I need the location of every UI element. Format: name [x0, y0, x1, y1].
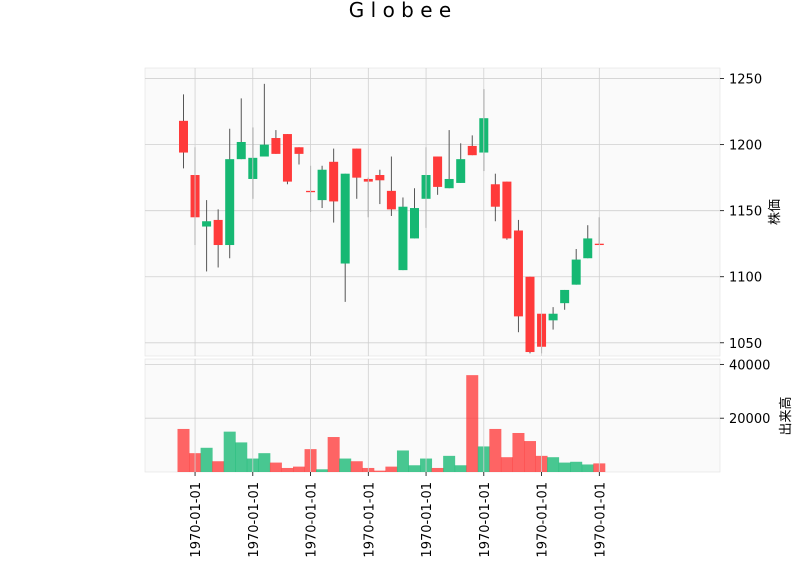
- candle-body: [213, 219, 223, 246]
- volume-bar: [339, 458, 352, 472]
- candle-body: [294, 147, 304, 154]
- candle-body: [317, 169, 327, 201]
- price-y-tick-label: 1250: [729, 73, 762, 88]
- volume-y-tick-label: 20000: [729, 412, 770, 427]
- volume-bar: [512, 432, 525, 472]
- price-y-tick-label: 1200: [729, 139, 762, 154]
- candle-body: [340, 173, 350, 264]
- candle-body: [513, 230, 523, 317]
- price-y-tick-label: 1100: [729, 271, 762, 286]
- candle-body: [375, 175, 385, 181]
- candle-body: [179, 120, 188, 153]
- price-y-tick-label: 1150: [729, 205, 762, 220]
- volume-bar: [443, 455, 456, 472]
- x-tick-label: 1970-01-01: [305, 482, 320, 558]
- price-y-tick-label: 1050: [729, 337, 762, 352]
- volume-bar: [258, 453, 271, 472]
- volume-bar: [408, 465, 421, 472]
- candle-body: [444, 178, 454, 189]
- volume-bar: [396, 450, 409, 472]
- volume-bar: [327, 437, 340, 472]
- candle-body: [490, 184, 500, 207]
- volume-bar: [489, 428, 502, 472]
- candle-body: [271, 138, 281, 154]
- volume-bar: [200, 447, 213, 472]
- price-panel: 1050 1100 1150 1200 1250 株価: [144, 67, 783, 357]
- candle-body: [548, 313, 558, 321]
- volume-bar: [350, 461, 363, 472]
- volume-bar: [223, 431, 236, 472]
- candle-body: [225, 159, 235, 246]
- volume-bar: [547, 457, 560, 472]
- candle-body: [236, 141, 246, 160]
- price-y-axis-label: 株価: [768, 199, 783, 225]
- volume-bar: [373, 470, 386, 472]
- price-y-tick-labels: 1050 1100 1150 1200 1250: [720, 73, 762, 352]
- volume-bar: [269, 462, 282, 472]
- x-tick-labels: 1970-01-01 1970-01-01 1970-01-01 1970-01-01…: [189, 472, 608, 558]
- chart-title: G l o b e e: [349, 0, 451, 22]
- volume-panel: 20000 40000 出来高: [144, 358, 794, 473]
- candle-body: [259, 144, 269, 157]
- candle-body: [352, 148, 362, 178]
- volume-bar: [581, 464, 594, 472]
- volume-bar: [177, 428, 190, 472]
- candle-body: [525, 276, 535, 353]
- volume-bar: [281, 467, 294, 472]
- candle-body: [502, 181, 512, 239]
- volume-y-tick-label: 40000: [729, 358, 770, 373]
- candle-body: [386, 190, 396, 210]
- volume-bar: [212, 461, 225, 472]
- volume-bar: [570, 461, 583, 472]
- volume-gridlines: [145, 363, 720, 419]
- volume-bar: [431, 467, 444, 472]
- volume-bar: [293, 466, 305, 472]
- x-tick-label: 1970-01-01: [478, 482, 493, 558]
- x-tick-label: 1970-01-01: [189, 482, 204, 558]
- volume-y-tick-labels: 20000 40000: [720, 358, 770, 427]
- volume-bar: [500, 457, 513, 472]
- volume-bar: [524, 441, 536, 472]
- candle-body: [433, 156, 443, 187]
- candle-body: [410, 208, 419, 239]
- volume-bar: [558, 462, 571, 472]
- volume-bar: [235, 442, 248, 472]
- x-tick-label: 1970-01-01: [247, 482, 262, 558]
- price-gridlines: [145, 78, 720, 344]
- volume-y-axis-label: 出来高: [778, 396, 794, 435]
- x-gridlines: [194, 68, 600, 472]
- x-tick-label: 1970-01-01: [362, 482, 377, 558]
- volume-bar: [454, 465, 467, 472]
- candle-body: [456, 159, 466, 183]
- x-tick-label: 1970-01-01: [420, 482, 435, 558]
- candle-body: [571, 259, 581, 285]
- volume-bar: [316, 469, 329, 472]
- candle-body: [467, 145, 477, 156]
- candle-body: [329, 161, 339, 202]
- candle-body: [560, 289, 570, 304]
- volume-bar: [385, 466, 398, 472]
- x-tick-label: 1970-01-01: [593, 482, 608, 558]
- volume-bar: [466, 375, 479, 472]
- candle-body: [583, 238, 593, 259]
- candle-body: [398, 206, 408, 271]
- candle-body: [282, 134, 292, 182]
- x-tick-label: 1970-01-01: [536, 482, 551, 558]
- candle-body: [202, 221, 212, 227]
- volume-bars: [177, 375, 606, 472]
